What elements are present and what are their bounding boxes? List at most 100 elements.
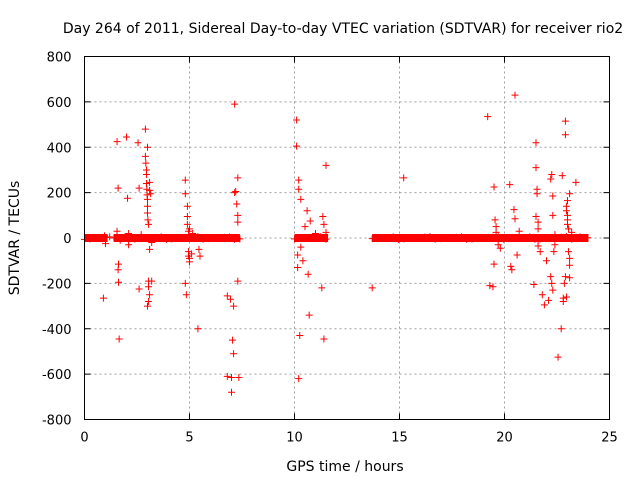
data-point-marker bbox=[295, 185, 303, 193]
data-point-marker bbox=[223, 372, 231, 380]
data-point-marker bbox=[148, 239, 156, 247]
data-point-marker bbox=[564, 197, 571, 205]
data-point-marker bbox=[234, 211, 242, 219]
tick-labels: 0 5 10 15 20 25 -800 -600 -400 -200 0 200 400 600 800 bbox=[42, 51, 618, 446]
data-point-marker bbox=[293, 116, 301, 124]
data-point-marker bbox=[549, 211, 557, 219]
data-point-marker bbox=[538, 291, 546, 299]
data-point-marker bbox=[490, 183, 498, 191]
data-point-marker bbox=[511, 91, 519, 99]
band-point-marker bbox=[126, 233, 134, 241]
data-point-marker bbox=[228, 374, 235, 382]
data-point-marker bbox=[562, 207, 570, 215]
data-point-marker bbox=[142, 159, 150, 167]
data-point-marker bbox=[322, 228, 330, 236]
y-tick-label: 200 bbox=[47, 187, 72, 202]
band-point-marker bbox=[526, 233, 534, 241]
data-point-marker bbox=[318, 284, 326, 292]
data-point-marker bbox=[229, 336, 237, 344]
x-tick-label: 20 bbox=[496, 431, 513, 446]
data-point-marker bbox=[146, 186, 154, 194]
data-point-marker bbox=[545, 296, 553, 304]
y-tick-label: -400 bbox=[42, 323, 72, 338]
data-point-marker bbox=[196, 252, 204, 260]
band-point-marker bbox=[317, 233, 325, 241]
data-point-marker bbox=[231, 100, 239, 108]
x-tick-label: 25 bbox=[601, 431, 618, 446]
data-point-marker bbox=[558, 172, 566, 180]
data-point-marker bbox=[186, 258, 193, 266]
data-point-marker bbox=[515, 227, 523, 235]
data-point-marker bbox=[532, 164, 540, 172]
data-point-marker bbox=[510, 206, 518, 214]
data-point-marker bbox=[557, 325, 565, 333]
data-point-marker bbox=[146, 178, 154, 186]
data-point-marker bbox=[548, 170, 556, 178]
band-point-marker bbox=[562, 233, 570, 241]
data-point-marker bbox=[141, 152, 149, 160]
data-point-marker bbox=[496, 244, 504, 252]
data-point-marker bbox=[564, 220, 571, 228]
data-point-marker bbox=[306, 217, 314, 225]
data-point-marker bbox=[506, 181, 514, 189]
data-point-marker bbox=[142, 170, 150, 178]
data-point-marker bbox=[144, 216, 152, 224]
data-point-marker bbox=[491, 216, 499, 224]
data-point-marker bbox=[548, 279, 556, 287]
data-point-marker bbox=[226, 295, 234, 303]
data-point-marker bbox=[312, 229, 319, 237]
x-tick-label: 10 bbox=[286, 431, 303, 446]
data-point-marker bbox=[181, 190, 189, 198]
data-point-marker bbox=[565, 225, 573, 233]
data-point-marker bbox=[554, 353, 562, 361]
data-point-marker bbox=[547, 175, 555, 183]
data-point-marker bbox=[565, 248, 573, 256]
data-point-marker bbox=[146, 291, 154, 299]
data-point-marker bbox=[144, 143, 151, 151]
data-point-marker bbox=[532, 212, 540, 220]
band-point-marker bbox=[322, 235, 330, 243]
y-axis-label: SDTVAR / TECUs bbox=[7, 181, 23, 296]
data-point-marker bbox=[368, 284, 376, 292]
data-point-marker bbox=[186, 225, 193, 233]
data-point-marker bbox=[145, 283, 153, 291]
data-point-marker bbox=[299, 257, 307, 265]
data-point-marker bbox=[559, 294, 567, 302]
data-point-marker bbox=[400, 174, 408, 182]
data-point-marker bbox=[144, 202, 151, 210]
data-point-marker bbox=[102, 240, 109, 248]
data-point-marker bbox=[183, 220, 191, 228]
data-point-marker bbox=[511, 215, 519, 223]
data-point-marker bbox=[572, 178, 580, 186]
data-point-marker bbox=[566, 254, 574, 262]
band-point-marker bbox=[225, 233, 233, 241]
data-point-marker bbox=[303, 207, 311, 215]
data-point-marker bbox=[540, 301, 548, 309]
data-point-marker bbox=[183, 212, 191, 220]
data-point-marker bbox=[234, 277, 242, 285]
data-point-marker bbox=[566, 274, 574, 282]
data-point-marker bbox=[536, 248, 544, 256]
data-point-marker bbox=[125, 241, 133, 249]
y-tick-label: -200 bbox=[42, 277, 72, 292]
data-point-marker bbox=[297, 195, 305, 203]
data-point-marker bbox=[320, 335, 328, 343]
data-point-marker bbox=[566, 261, 574, 269]
data-point-marker bbox=[301, 223, 309, 231]
y-tick-label: -800 bbox=[42, 414, 72, 429]
data-point-marker bbox=[223, 292, 231, 300]
data-point-marker bbox=[294, 251, 302, 259]
data-point-marker bbox=[561, 131, 569, 139]
data-point-marker bbox=[489, 283, 497, 291]
data-point-marker bbox=[561, 117, 569, 125]
data-point-marker bbox=[230, 302, 238, 310]
chart-title: Day 264 of 2011, Sidereal Day-to-day VTE… bbox=[63, 21, 623, 37]
data-point-marker bbox=[234, 174, 242, 182]
data-point-marker bbox=[182, 291, 190, 299]
data-point-marker bbox=[560, 279, 568, 287]
band-point-marker bbox=[194, 233, 202, 241]
plot-frame bbox=[84, 56, 610, 420]
data-point-marker bbox=[320, 220, 328, 228]
y-tick-label: 0 bbox=[63, 232, 71, 247]
